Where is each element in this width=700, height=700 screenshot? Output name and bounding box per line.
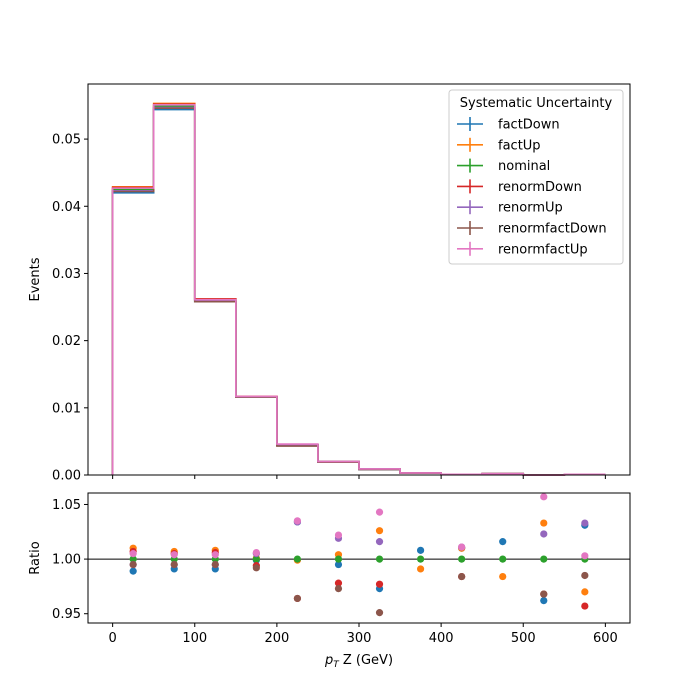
ratio-point-renormfactDown xyxy=(129,560,137,569)
ratio-point-renormfactDown xyxy=(375,609,384,617)
ratio-point-renormUp xyxy=(540,530,548,538)
ratio-point-nominal xyxy=(334,555,343,563)
legend-label-renormDown: renormDown xyxy=(498,180,582,195)
x-tick-label: 500 xyxy=(511,631,536,646)
x-axis-label-rest: Z (GeV) xyxy=(339,653,393,668)
histogram-step-lines xyxy=(111,102,606,476)
ratio-point-renormfactUp xyxy=(129,550,137,558)
ratio-point-renormfactUp xyxy=(252,548,260,557)
ratio-point-renormDown xyxy=(375,580,384,588)
legend-label-nominal: nominal xyxy=(498,159,550,174)
ratio-point-factDown xyxy=(540,597,548,605)
ratio-point-nominal xyxy=(252,555,260,563)
main-y-tick-label: 0.02 xyxy=(52,334,81,349)
ratio-point-renormfactUp xyxy=(540,493,548,501)
legend-label-renormfactUp: renormfactUp xyxy=(498,242,588,257)
ratio-point-renormfactDown xyxy=(293,594,302,603)
ratio-point-renormfactDown xyxy=(540,590,548,598)
legend-label-factDown: factDown xyxy=(498,118,560,133)
ratio-point-renormfactDown xyxy=(581,571,589,580)
x-tick-label: 600 xyxy=(593,631,618,646)
ratio-point-factDown xyxy=(416,546,425,554)
ratio-point-renormfactUp xyxy=(293,517,302,525)
ratio-point-renormfactDown xyxy=(334,584,343,593)
legend-label-factUp: factUp xyxy=(498,138,541,153)
x-tick-label: 0 xyxy=(108,631,116,646)
x-axis-label-subscript: T xyxy=(333,660,340,670)
ratio-y-axis: 0.95 1.00 1.05 xyxy=(52,498,88,622)
x-tick-label: 200 xyxy=(264,631,289,646)
ratio-point-nominal xyxy=(129,555,137,563)
x-tick-label: 300 xyxy=(347,631,372,646)
histogram-series-renormfactUp xyxy=(111,104,606,476)
main-y-tick-label: 0.03 xyxy=(52,267,81,282)
main-y-tick-label: 0.01 xyxy=(52,401,81,416)
ratio-point-factUp xyxy=(540,519,548,527)
main-plot-frame xyxy=(87,83,631,476)
main-histogram-panel: 0.00 0.01 0.02 0.03 0.04 0.05 Events Systemat… xyxy=(28,83,631,484)
ratio-point-renormDown xyxy=(334,579,343,587)
x-axis-label: pT Z (GeV) xyxy=(324,653,393,670)
ratio-point-renormUp xyxy=(581,519,589,527)
ratio-point-factUp xyxy=(581,588,589,596)
ratio-point-renormUp xyxy=(375,538,384,546)
main-y-axis: 0.00 0.01 0.02 0.03 0.04 0.05 xyxy=(52,133,88,484)
main-y-axis-label: Events xyxy=(28,257,43,301)
ratio-x-axis: 0 100 200 300 400 500 600 xyxy=(108,623,618,646)
main-y-tick-label: 0.00 xyxy=(52,469,81,484)
ratio-point-factDown xyxy=(334,560,343,569)
ratio-point-renormfactUp xyxy=(211,551,219,559)
main-y-tick-label: 0.05 xyxy=(52,133,81,148)
ratio-point-factUp xyxy=(499,572,507,581)
legend-label-renormfactDown: renormfactDown xyxy=(498,222,607,237)
x-tick-label: 400 xyxy=(429,631,454,646)
ratio-y-tick-label: 1.00 xyxy=(52,553,81,568)
ratio-point-renormfactUp xyxy=(375,508,384,516)
x-axis-label-main: p xyxy=(324,653,333,668)
ratio-point-factDown xyxy=(129,567,137,575)
ratio-point-renormfactUp xyxy=(458,543,466,551)
ratio-point-renormfactUp xyxy=(170,551,178,559)
ratio-point-renormfactDown xyxy=(458,572,466,581)
legend-label-renormUp: renormUp xyxy=(498,201,563,216)
ratio-point-renormfactDown xyxy=(170,560,178,569)
legend-entries: factDown factUp nominal renormDown renormUp r… xyxy=(457,117,607,257)
ratio-points xyxy=(129,493,589,617)
ratio-point-renormDown xyxy=(581,602,589,610)
ratio-point-factUp xyxy=(416,565,425,573)
ratio-y-axis-label: Ratio xyxy=(28,541,43,574)
ratio-point-nominal xyxy=(375,555,384,563)
ratio-point-renormfactDown xyxy=(252,564,260,572)
ratio-panel: 0.95 1.00 1.05 0 100 200 300 400 500 600 Ratio p… xyxy=(28,492,631,670)
ratio-y-tick-label: 1.05 xyxy=(52,498,81,513)
ratio-y-tick-label: 0.95 xyxy=(52,607,81,622)
ratio-point-factUp xyxy=(375,527,384,535)
ratio-point-nominal xyxy=(499,555,507,563)
ratio-plot-frame xyxy=(87,492,631,624)
main-y-tick-label: 0.04 xyxy=(52,200,81,215)
legend-box xyxy=(448,89,624,265)
legend-title: Systematic Uncertainty xyxy=(460,96,613,111)
ratio-point-renormfactUp xyxy=(581,552,589,560)
x-tick-label: 100 xyxy=(182,631,207,646)
ratio-point-nominal xyxy=(458,555,466,563)
legend: Systematic Uncertainty factDown factUp nom… xyxy=(448,89,624,265)
ratio-point-nominal xyxy=(540,555,548,563)
ratio-point-factDown xyxy=(499,538,507,546)
ratio-point-renormfactUp xyxy=(334,531,343,539)
ratio-point-renormfactDown xyxy=(211,560,219,569)
ratio-point-nominal xyxy=(293,555,302,563)
ratio-point-nominal xyxy=(416,555,425,563)
main-x-tick-marks xyxy=(112,475,606,479)
